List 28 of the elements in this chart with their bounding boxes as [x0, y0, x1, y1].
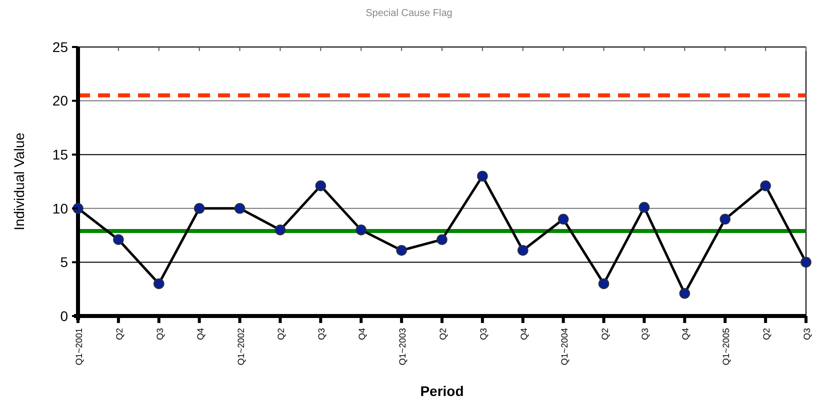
y-axis-title: Individual Value: [11, 132, 27, 230]
x-tick-label: Q2: [438, 328, 448, 340]
y-tick-label: 0: [60, 308, 68, 324]
y-tick-label: 15: [52, 146, 68, 162]
y-tick-label: 20: [52, 92, 68, 109]
x-tick-label: Q2: [114, 328, 124, 340]
x-tick-label: Q1~2003: [398, 328, 408, 366]
x-tick-label: Q2: [762, 328, 772, 340]
x-tick-label: Q3: [316, 328, 327, 340]
y-tick-label: 5: [60, 254, 68, 270]
y-tick-label: 25: [52, 38, 68, 55]
x-tick-label: Q4: [195, 328, 206, 340]
x-tick-label: Q4: [518, 328, 529, 340]
x-tick-label: Q2: [276, 328, 286, 340]
x-tick-label: Q4: [680, 328, 691, 340]
chart-title: Special Cause Flag: [366, 8, 452, 19]
x-tick-label: Q1~2004: [559, 328, 570, 366]
x-tick-label: Q3: [802, 328, 812, 340]
x-tick-label: Q1~2001: [74, 328, 84, 366]
x-tick-label: Q3: [154, 328, 165, 340]
x-tick-label: Q3: [640, 328, 650, 340]
x-tick-label: Q4: [357, 328, 368, 340]
x-tick-label: Q1~2005: [721, 328, 732, 366]
x-tick-label: Q3: [478, 328, 488, 340]
x-axis-title: Period: [420, 383, 464, 399]
x-tick-label: Q2: [600, 328, 610, 340]
x-tick-label: Q1~2002: [236, 328, 246, 366]
y-tick-label: 10: [52, 200, 68, 216]
